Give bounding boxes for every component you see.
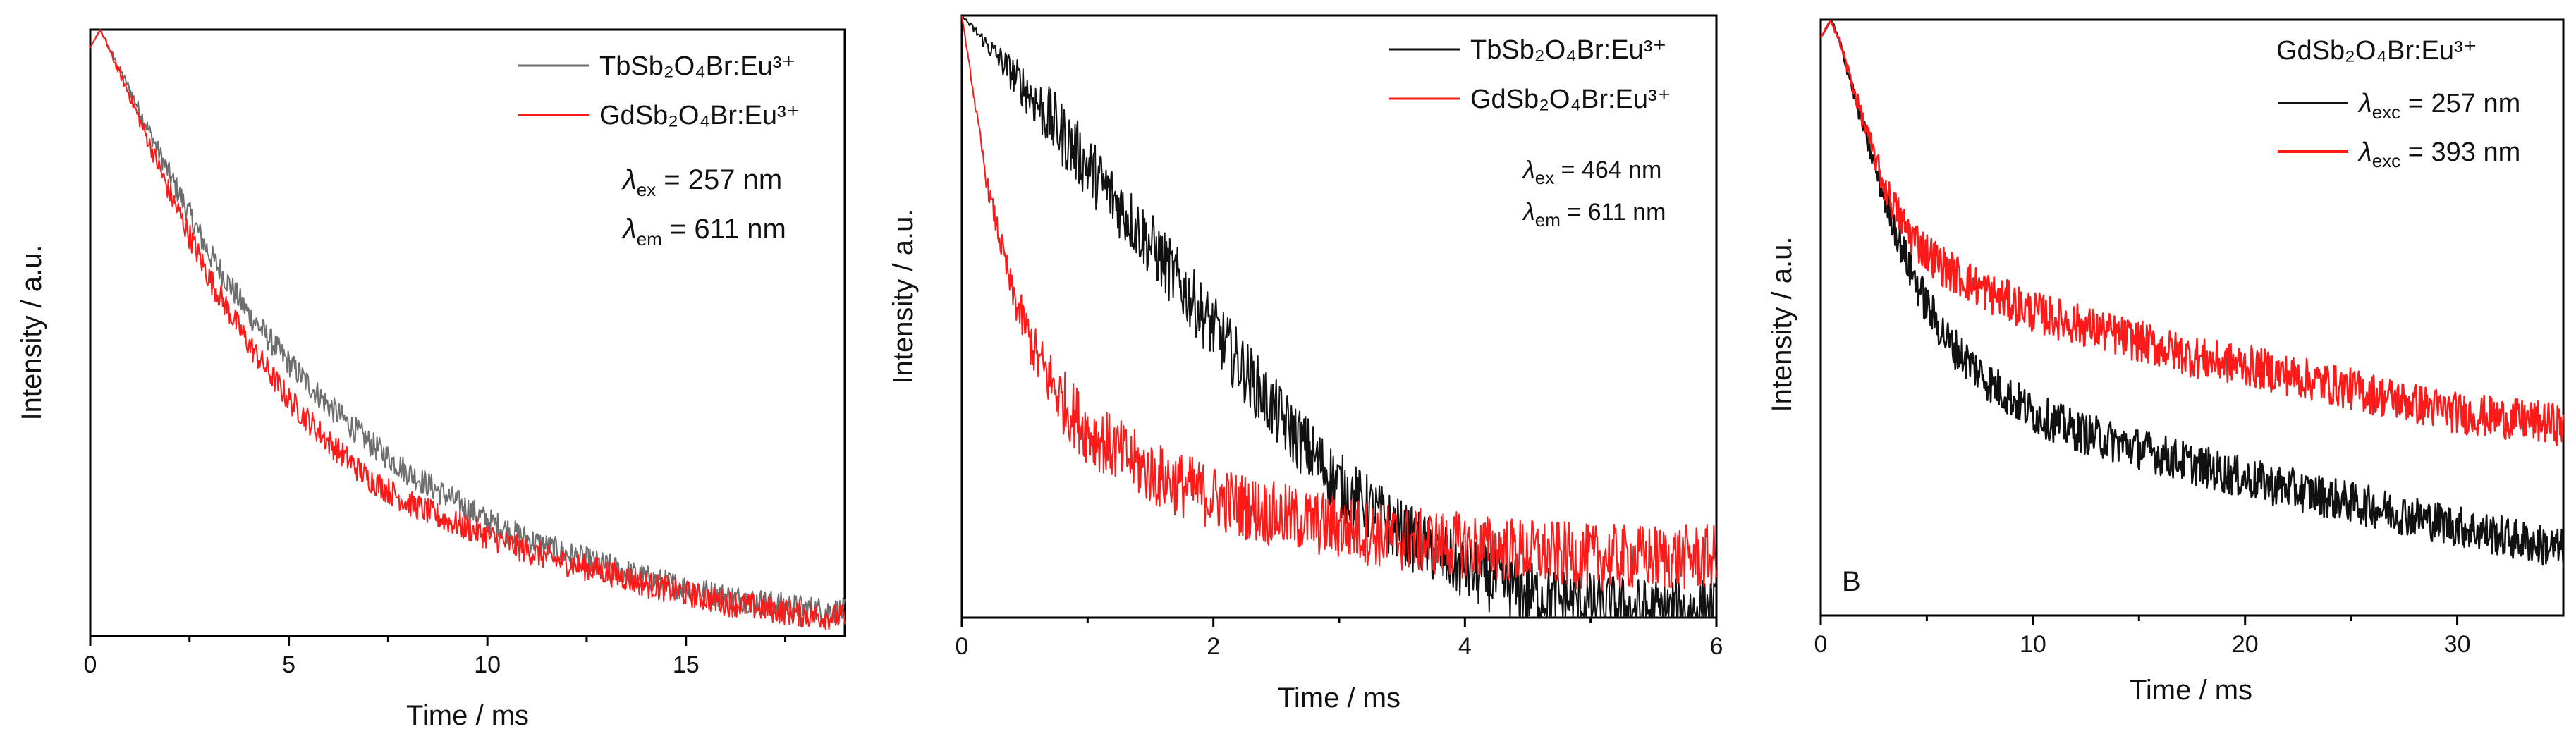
y-axis-title: Intensity / a.u. [888,208,919,384]
x-tick-label: 30 [2444,631,2471,658]
x-ticks: 0 5 10 15 [84,636,787,678]
legend-label-257: λexc = 257 nm [2357,89,2520,123]
x-tick-label: 0 [956,633,969,660]
legend-label-gd: GdSb₂O₄Br:Eu³⁺ [1470,85,1671,114]
x-axis-title: Time / ms [1278,682,1400,714]
annotation-lambda-ex: λex = 464 nm [1522,157,1661,188]
x-tick-label: 10 [2020,631,2046,658]
plot-frame [1819,18,2565,617]
legend-label-tb: TbSb₂O₄Br:Eu³⁺ [599,51,795,81]
series-group [961,15,1717,618]
series-group [90,29,846,630]
series-line-1 [90,30,846,630]
x-tick-label: 0 [1814,631,1828,658]
chart-panel-left: 0 5 10 15 Time / ms Intensity / a.u. TbSb₂O… [16,28,846,731]
x-tick-label: 15 [673,651,700,678]
x-ticks: 0 2 4 6 [956,618,1723,660]
legend-title: GdSb₂O₄Br:Eu³⁺ [2276,36,2477,66]
legend: λexc = 257 nm λexc = 393 nm [2278,89,2520,171]
x-axis-title: Time / ms [406,700,529,731]
x-tick-label: 10 [474,651,501,678]
y-axis-title: Intensity / a.u. [1766,236,1797,412]
series-line-0 [1819,19,2565,569]
series-line-1 [1819,20,2565,446]
legend: TbSb₂O₄Br:Eu³⁺ GdSb₂O₄Br:Eu³⁺ [1389,35,1671,114]
x-tick-label: 4 [1458,633,1472,660]
x-ticks: 0 10 20 30 [1814,616,2471,658]
x-tick-label: 5 [282,651,295,678]
annotation-lambda-ex: λex = 257 nm [621,164,782,200]
x-axis-title: Time / ms [2130,675,2252,706]
plot-frame [89,28,846,637]
annotation-lambda-em: λem = 611 nm [1522,199,1666,231]
y-axis-title: Intensity / a.u. [16,245,47,420]
chart-panel-middle: 0 2 4 6 Time / ms Intensity / a.u. TbSb₂O₄B… [888,14,1723,714]
series-line-1 [961,15,1717,592]
x-tick-label: 2 [1207,633,1220,660]
chart-panel-right: 0 10 20 30 Time / ms Intensity / a.u. GdSb₂… [1766,18,2565,706]
annotation-lambda-em: λem = 611 nm [621,214,786,250]
legend-label-tb: TbSb₂O₄Br:Eu³⁺ [1470,35,1666,65]
x-tick-label: 6 [1710,633,1723,660]
x-tick-label: 20 [2232,631,2259,658]
legend: TbSb₂O₄Br:Eu³⁺ GdSb₂O₄Br:Eu³⁺ [518,51,800,130]
series-group [1819,19,2565,569]
legend-label-393: λexc = 393 nm [2357,137,2520,171]
series-line-0 [961,15,1717,618]
legend-label-gd: GdSb₂O₄Br:Eu³⁺ [599,101,800,130]
x-tick-label: 0 [84,651,97,678]
panel-label: B [1842,566,1861,597]
